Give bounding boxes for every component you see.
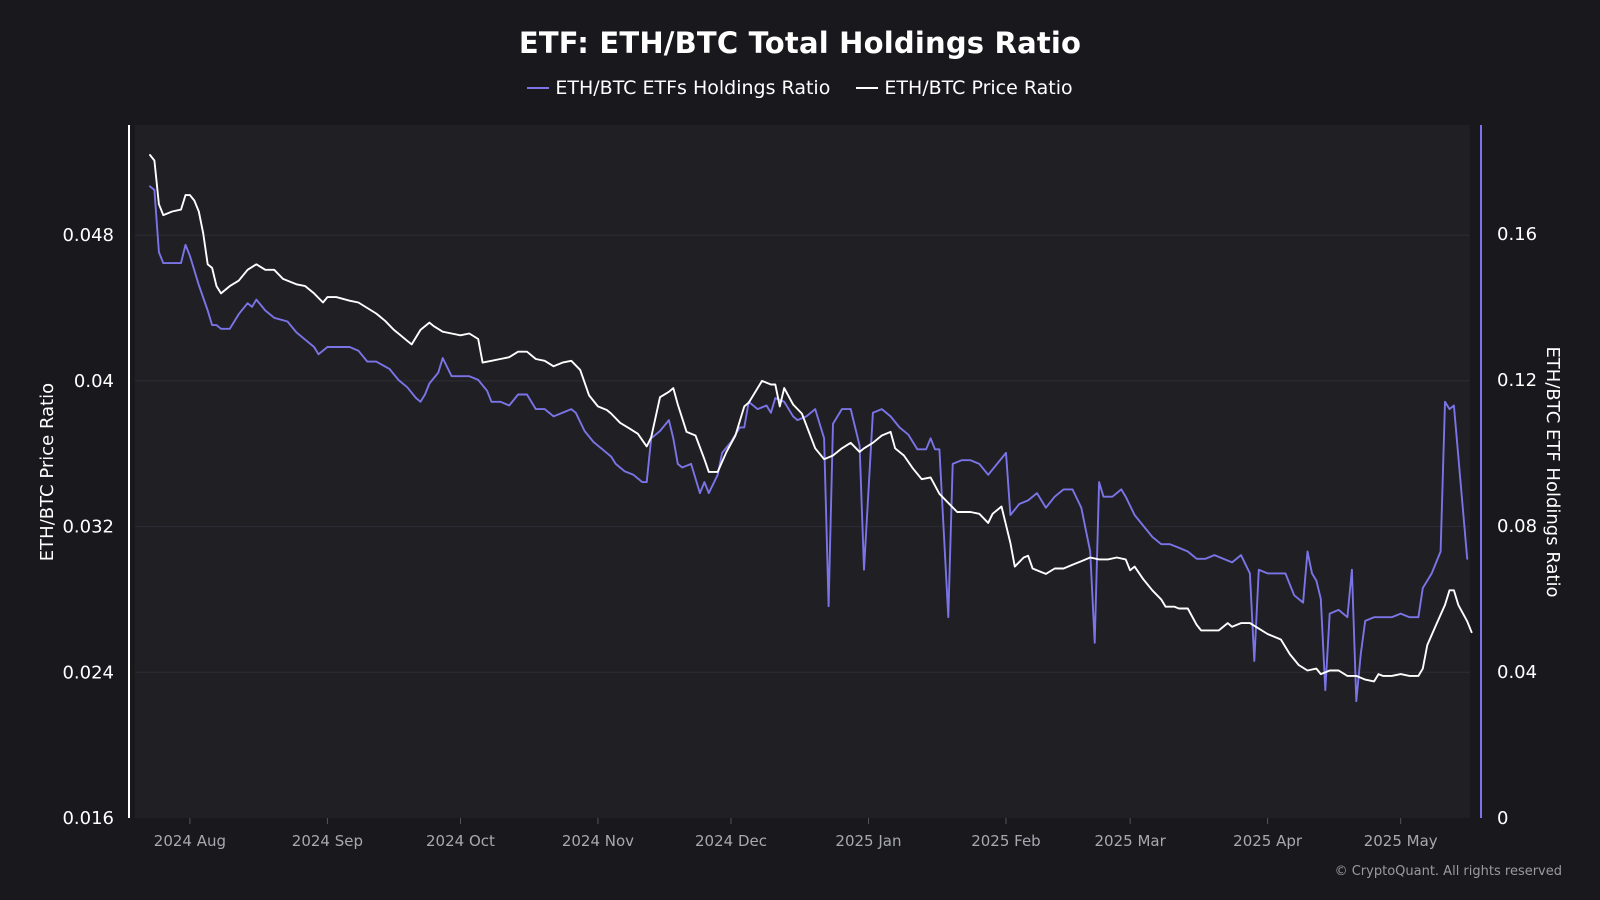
y-right-tick-label: 0.08 [1497,516,1537,537]
y-right-tick-label: 0 [1497,808,1508,829]
y-right-tick-label: 0.16 [1497,224,1537,245]
chart-title: ETF: ETH/BTC Total Holdings Ratio [518,26,1082,60]
x-tick-label: 2025 Feb [971,832,1041,850]
legend-item-holdings[interactable]: ETH/BTC ETFs Holdings Ratio [527,77,830,99]
legend-item-price[interactable]: ETH/BTC Price Ratio [856,77,1073,99]
y-left-axis-title: ETH/BTC Price Ratio [37,383,58,561]
x-tick-label: 2024 Dec [695,832,767,850]
x-tick-label: 2024 Sep [292,832,363,850]
series-line-price [149,154,1473,683]
legend: ETH/BTC ETFs Holdings Ratio ETH/BTC Pric… [0,77,1600,99]
x-tick-label: 2024 Oct [426,832,495,850]
legend-swatch-price [856,87,879,89]
y-left-tick-label: 0.016 [62,808,114,829]
x-tick-label: 2025 Jan [835,832,901,850]
legend-label-price: ETH/BTC Price Ratio [884,77,1073,99]
plot-area [135,125,1470,818]
legend-label-holdings: ETH/BTC ETFs Holdings Ratio [555,77,831,99]
x-tick-label: 2024 Nov [562,832,634,850]
y-left-tick-label: 0.04 [74,371,114,392]
x-tick-label: 2024 Aug [154,832,226,850]
copyright-notice: © CryptoQuant. All rights reserved [1334,864,1562,879]
y-left-tick-label: 0.024 [62,662,114,683]
x-tick-label: 2025 Mar [1095,832,1167,850]
y-right-axis-title: ETH/BTC ETF Holdings Ratio [1542,346,1563,597]
x-tick-label: 2025 May [1364,832,1438,850]
y-left-tick-label: 0.048 [62,225,114,246]
series-line-holdings [149,185,1469,703]
y-left-tick-label: 0.032 [62,517,114,538]
y-right-tick-label: 0.04 [1497,662,1537,683]
x-tick-label: 2025 Apr [1233,832,1303,850]
legend-swatch-holdings [527,87,550,89]
y-right-tick-label: 0.12 [1497,370,1537,391]
